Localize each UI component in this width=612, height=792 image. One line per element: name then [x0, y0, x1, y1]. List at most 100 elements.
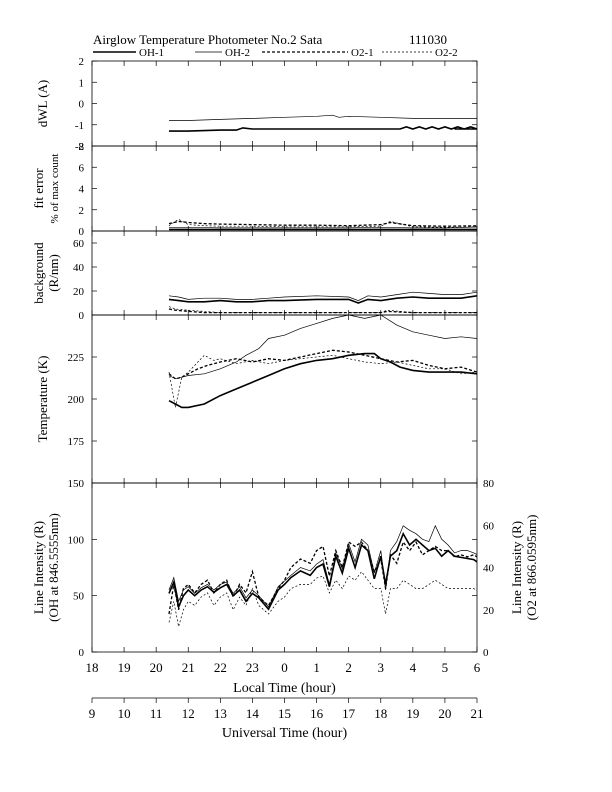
legend-label-o2-1: O2-1	[351, 47, 374, 59]
y2-axis-label-line: (O2 at 866.0595nm)	[524, 515, 539, 621]
panel-frame-fit_error	[91, 145, 478, 232]
x-tick-label-local: 5	[442, 660, 449, 675]
panel-frame-temperature	[91, 314, 478, 484]
series-line-line_intensity-oh-1	[168, 531, 477, 611]
series-group-temperature	[168, 315, 477, 409]
y-tick-label: 2	[79, 205, 85, 217]
series-line-dwl-oh-1	[169, 126, 477, 132]
y2-tick-label: 80	[483, 478, 495, 490]
y-axis-label-background: background (R/nm)	[31, 242, 61, 304]
series-line-background-o2-2	[168, 306, 477, 313]
y2-axis-label-line: Line Intensity (R)	[509, 521, 524, 614]
y-tick-label: 0	[79, 647, 85, 659]
series-line-dwl-oh-2	[169, 114, 477, 121]
figure-title: Airglow Temperature Photometer No.2 Sata	[93, 32, 323, 47]
x-tick-label-ut: 21	[471, 706, 484, 721]
y-axis-label-fit_error: fit error% of max count	[31, 154, 61, 224]
y-axis-label-line: dWL (A)	[35, 80, 50, 128]
series-line-fit_error-oh-2	[169, 226, 477, 229]
y-tick-label: 8	[79, 141, 85, 153]
x-tick-label-local: 1	[313, 660, 320, 675]
x-tick-label-ut: 11	[150, 706, 163, 721]
x-tick-label-local: 23	[246, 660, 259, 675]
y-tick-label: 225	[68, 352, 85, 364]
x-tick-label-ut: 9	[89, 706, 96, 721]
panel-fit_error: 0 2 4 6 8 fit error% of max count	[31, 141, 478, 238]
legend-label-o2-2: O2-2	[435, 47, 458, 59]
y-tick-label: 150	[68, 478, 85, 490]
y-axis-label-line: % of max count	[49, 154, 61, 224]
series-line-fit_error-o2-2	[168, 218, 477, 228]
panel-frame-dwl	[91, 60, 478, 147]
x-axis-label-local: Local Time (hour)	[233, 681, 336, 696]
x-tick-label-ut: 12	[182, 706, 195, 721]
y-axis-label-line: Temperature (K)	[35, 356, 50, 443]
series-line-temperature-oh-1	[168, 352, 477, 409]
x-tick-label-ut: 16	[310, 706, 324, 721]
x-tick-label-ut: 19	[406, 706, 419, 721]
y2-tick-label: 40	[483, 563, 495, 575]
y-tick-label: 200	[68, 394, 85, 406]
x-tick-label-local: 4	[410, 660, 417, 675]
series-line-line_intensity-oh-2	[168, 524, 477, 608]
x-tick-label-local: 2	[345, 660, 352, 675]
series-line-temperature-o2-2	[168, 354, 477, 408]
y-axis-label-line: (R/nm)	[46, 254, 61, 292]
series-group-line_intensity	[168, 524, 477, 627]
x-tick-label-local: 21	[182, 660, 195, 675]
legend-label-oh-1: OH-1	[139, 47, 164, 59]
y-tick-label: -1	[75, 120, 84, 132]
y-axis-label-line: background	[31, 242, 46, 304]
panel-background: 0 20 40 60 background (R/nm)	[31, 230, 478, 322]
x-tick-label-local: 19	[118, 660, 131, 675]
x-tick-label-ut: 10	[118, 706, 131, 721]
y-tick-label: 20	[73, 286, 85, 298]
y-tick-label: 0	[79, 99, 85, 111]
x-tick-label-local: 3	[378, 660, 385, 675]
x-tick-label-ut: 20	[438, 706, 451, 721]
y-tick-label: 100	[68, 534, 85, 546]
x-tick-label-ut: 13	[214, 706, 227, 721]
y-tick-label: 175	[68, 436, 85, 448]
y-tick-label: 1	[79, 77, 85, 89]
y-tick-label: -2	[75, 141, 84, 153]
y-axis-label-dwl: dWL (A)	[35, 80, 50, 128]
chart-panels: -2 -1 0 1 2 dWL (A) 0 2 4 6 8 fit error% of max cou…	[31, 56, 539, 659]
y-tick-label: 4	[79, 184, 85, 196]
series-line-background-oh-1	[168, 294, 477, 304]
y-tick-label: 2	[79, 56, 85, 68]
legend: OH-1 OH-2 O2-1 O2-2	[93, 47, 458, 59]
series-line-line_intensity-o2-1	[168, 540, 477, 615]
series-line-line_intensity-o2-2	[168, 571, 477, 627]
series-group-background	[168, 291, 477, 314]
y-tick-label: 0	[79, 226, 85, 238]
x-tick-label-ut: 14	[246, 706, 260, 721]
x-tick-label-local: 0	[281, 660, 288, 675]
y2-tick-label: 0	[483, 647, 489, 659]
y-tick-label: 50	[73, 591, 85, 603]
y2-tick-label: 20	[483, 605, 495, 617]
series-line-temperature-o2-1	[168, 349, 477, 380]
series-group-dwl	[169, 114, 477, 132]
y-axis-label-line: (OH at 846.5555nm)	[46, 513, 61, 622]
figure-date-code: 111030	[409, 32, 447, 47]
y-axis-label-line: Line Intensity (R)	[31, 521, 46, 614]
x-tick-label-ut: 17	[342, 706, 356, 721]
x-tick-label-local: 22	[214, 660, 227, 675]
series-group-fit_error	[168, 218, 477, 231]
series-line-temperature-oh-2	[168, 315, 477, 380]
x-tick-label-ut: 18	[374, 706, 387, 721]
x-tick-label-local: 20	[150, 660, 163, 675]
x-axis-label-ut: Universal Time (hour)	[222, 726, 348, 741]
series-line-fit_error-o2-1	[168, 220, 477, 227]
x-tick-label-local: 18	[86, 660, 99, 675]
y-tick-label: 6	[79, 162, 85, 174]
panel-dwl: -2 -1 0 1 2 dWL (A)	[35, 56, 478, 153]
y-tick-label: 40	[73, 262, 85, 274]
panel-frame-line_intensity	[91, 482, 478, 653]
y-tick-label: 0	[79, 310, 85, 322]
y2-axis-label: Line Intensity (R) (O2 at 866.0595nm)	[509, 515, 539, 621]
